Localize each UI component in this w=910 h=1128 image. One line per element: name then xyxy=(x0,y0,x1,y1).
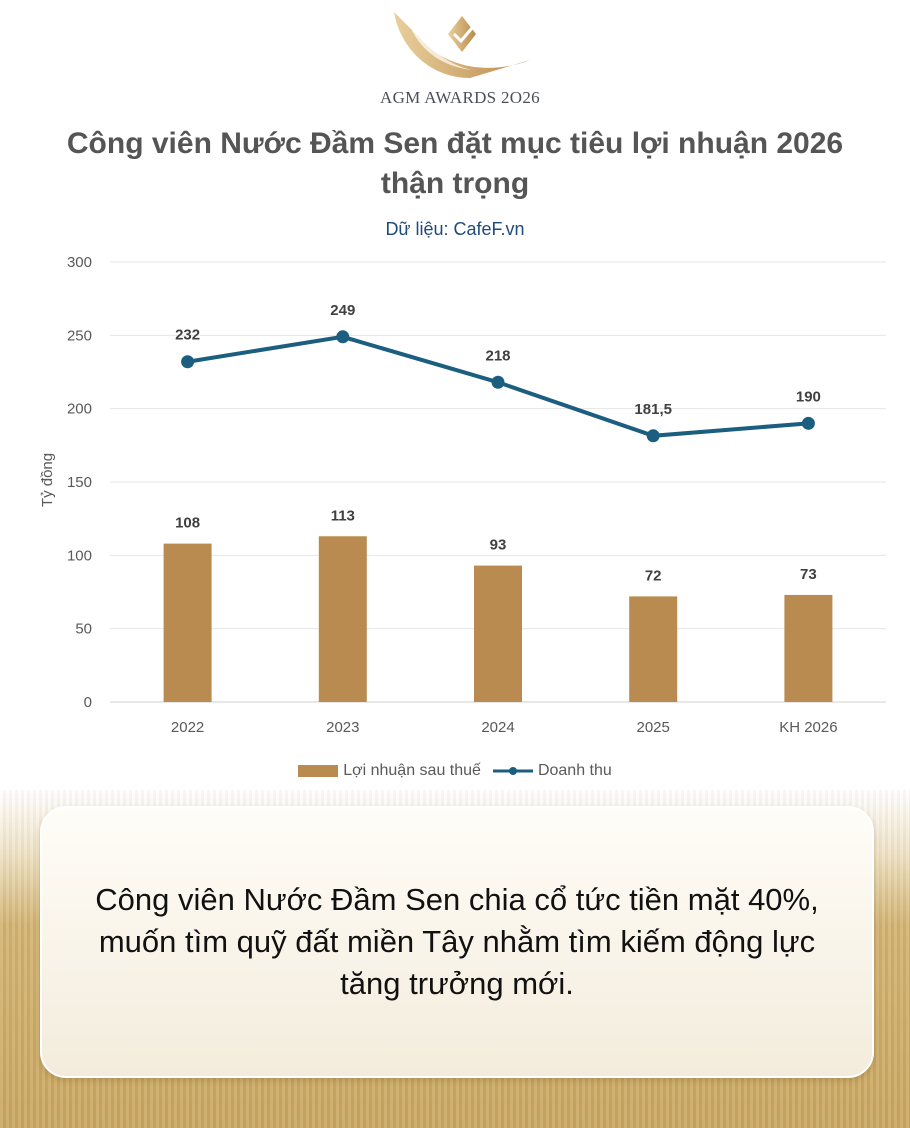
summary-card: Công viên Nước Đầm Sen chia cổ tức tiền … xyxy=(40,806,874,1078)
line-data-label: 249 xyxy=(330,302,355,319)
agm-awards-logo: AGM AWARDS 2O26 xyxy=(380,8,540,107)
y-tick-label: 0 xyxy=(84,694,92,711)
y-tick-label: 150 xyxy=(67,474,92,491)
bar-2023 xyxy=(318,536,367,702)
x-tick-label: 2024 xyxy=(481,719,514,736)
x-tick-label: KH 2026 xyxy=(779,719,837,736)
line-data-label: 181,5 xyxy=(634,401,672,418)
legend-swatch-line xyxy=(492,767,533,775)
line-data-label: 190 xyxy=(796,388,821,405)
y-axis-label: Tỷ đồng xyxy=(39,453,56,507)
legend-swatch-bar xyxy=(298,765,339,777)
bar-2024 xyxy=(474,565,522,702)
revenue-point-2024 xyxy=(491,375,505,389)
x-tick-label: 2022 xyxy=(171,719,204,736)
legend: Lợi nhuận sau thuế Doanh thu xyxy=(0,762,910,780)
chart-source: Dữ liệu: CafeF.vn xyxy=(385,219,525,239)
line-data-label: 218 xyxy=(485,347,510,364)
logo-text: AGM AWARDS 2O26 xyxy=(380,88,540,107)
x-tick-label: 2025 xyxy=(637,719,670,736)
combo-chart: 0 50 100 150 200 250 300 108 113 93 72 73 232 249 21… xyxy=(39,254,886,736)
bar-2022 xyxy=(163,543,212,702)
y-tick-label: 300 xyxy=(67,254,92,271)
y-tick-label: 200 xyxy=(67,401,92,418)
logo-emblem-icon xyxy=(394,12,530,78)
y-tick-label: 50 xyxy=(75,621,92,638)
line-data-label: 232 xyxy=(175,327,200,344)
y-tick-label: 250 xyxy=(67,327,92,344)
summary-text: Công viên Nước Đầm Sen chia cổ tức tiền … xyxy=(95,882,819,1001)
revenue-point-2025 xyxy=(646,429,660,443)
revenue-point-KH 2026 xyxy=(801,416,815,430)
y-tick-label: 100 xyxy=(67,547,92,564)
bar-data-label: 93 xyxy=(490,537,507,554)
x-tick-label: 2023 xyxy=(326,719,359,736)
legend-item-profit: Lợi nhuận sau thuế xyxy=(298,762,481,780)
legend-label-revenue: Doanh thu xyxy=(537,762,612,779)
revenue-point-2023 xyxy=(336,330,350,344)
legend-item-revenue: Doanh thu xyxy=(492,762,612,780)
revenue-point-2022 xyxy=(181,355,195,369)
bar-data-label: 108 xyxy=(175,515,200,532)
chart-title: Công viên Nước Đầm Sen đặt mục tiêu lợi … xyxy=(66,127,844,200)
bar-data-label: 73 xyxy=(800,566,817,583)
legend-label-profit: Lợi nhuận sau thuế xyxy=(343,762,481,779)
bar-KH 2026 xyxy=(784,594,833,702)
bar-data-label: 113 xyxy=(331,507,355,524)
bar-data-label: 72 xyxy=(645,567,662,584)
bar-2025 xyxy=(629,596,678,702)
